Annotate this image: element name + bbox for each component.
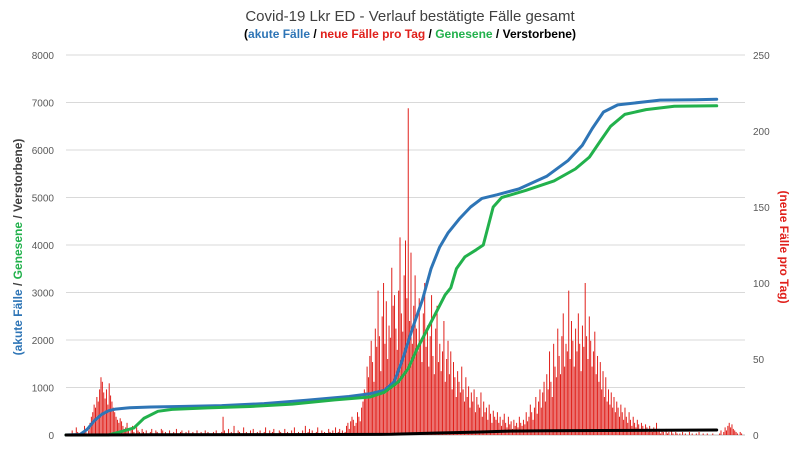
left-tick-label: 4000: [32, 241, 55, 252]
subtitle-part: Genesene: [435, 27, 493, 41]
chart-subtitle: (akute Fälle / neue Fälle pro Tag / Gene…: [244, 27, 576, 41]
subtitle-part: /: [493, 27, 503, 41]
left-axis-label-part: (akute Fälle: [11, 289, 25, 355]
series-line-genesene: [64, 104, 719, 437]
right-tick-label: 0: [753, 431, 759, 442]
left-tick-label: 6000: [32, 146, 55, 157]
left-tick-label: 5000: [32, 194, 55, 205]
right-axis-label: (neue Fälle pro Tag): [777, 190, 791, 303]
subtitle-part: Verstorbene: [503, 27, 573, 41]
left-tick-label: 3000: [32, 289, 55, 300]
series-lines: [64, 97, 719, 437]
subtitle-part: ): [572, 27, 576, 41]
right-tick-label: 250: [753, 51, 770, 62]
right-tick-label: 50: [753, 355, 765, 366]
left-tick-label: 7000: [32, 99, 55, 110]
left-axis-label-part: / Verstorbene): [11, 139, 25, 222]
left-tick-label: 8000: [32, 51, 55, 62]
subtitle-part: /: [310, 27, 320, 41]
left-axis-label: (akute Fälle / Genesene / Verstorbene): [11, 139, 25, 356]
series-line-verstorbene: [64, 428, 719, 437]
right-tick-label: 100: [753, 279, 770, 290]
right-axis-ticks: 0 50 100 150 200 250: [753, 51, 770, 442]
left-tick-label: 0: [48, 431, 54, 442]
left-axis-label-part: Genesene: [11, 222, 25, 280]
right-tick-label: 200: [753, 127, 770, 138]
left-tick-label: 2000: [32, 336, 55, 347]
left-axis-label-part: /: [11, 279, 25, 289]
subtitle-part: (: [244, 27, 248, 41]
chart-title: Covid-19 Lkr ED - Verlauf bestätigte Fäl…: [245, 8, 575, 25]
right-tick-label: 150: [753, 203, 770, 214]
left-tick-label: 1000: [32, 384, 55, 395]
left-axis-ticks: 0 1000 2000 3000 4000 5000 6000 7000 8000: [32, 51, 55, 442]
subtitle-part: akute Fälle: [248, 27, 310, 41]
subtitle-part: /: [425, 27, 435, 41]
series-line-akute-f-lle: [64, 97, 719, 437]
subtitle-part: neue Fälle pro Tag: [320, 27, 425, 41]
